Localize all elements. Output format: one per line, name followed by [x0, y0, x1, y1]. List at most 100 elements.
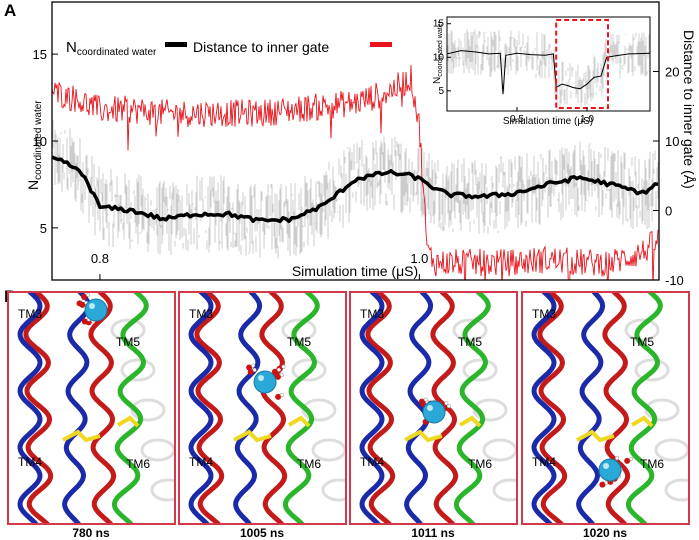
- ion-sphere: [422, 400, 446, 424]
- water-series-line: [52, 155, 659, 224]
- water-molecule: [275, 393, 282, 400]
- water-molecule: [274, 373, 281, 380]
- helix-label: TM5: [630, 335, 654, 349]
- y-left-tick-label: 5: [40, 221, 47, 236]
- gate-residues: [116, 415, 140, 428]
- water-molecule: [79, 301, 86, 308]
- helix-tm4b: [404, 292, 434, 524]
- water-molecule: [418, 398, 425, 405]
- helix-tm5: [259, 292, 288, 524]
- helix-tm4: [188, 292, 214, 524]
- inset-axes: 5 10 15 0.5 1.0: [433, 19, 595, 125]
- helix-label: TM5: [116, 335, 140, 349]
- ion-sphere: [598, 458, 622, 482]
- background-helix: [301, 398, 337, 422]
- helix-label: TM5: [458, 335, 482, 349]
- inset-x-title: Simulation time (μS): [503, 116, 593, 127]
- gate-residues: [576, 429, 615, 443]
- helix-tm6: [282, 292, 320, 524]
- water-hydrogen: [279, 372, 285, 377]
- ion-highlight: [603, 463, 609, 469]
- helix-label: TM6: [640, 457, 664, 471]
- gate-residues: [287, 415, 311, 428]
- legend: Ncoordinated water Distance to inner gat…: [66, 39, 392, 58]
- panel-a-letter: A: [4, 1, 16, 20]
- gate-residues: [62, 429, 101, 443]
- helix-tm4: [17, 292, 43, 524]
- snapshot-caption: 1020 ns: [583, 526, 627, 540]
- y-axis-left-title: Ncoordinated water: [25, 100, 44, 190]
- inset-y-tick-label: 10: [433, 52, 445, 63]
- helix-tm5: [88, 292, 117, 524]
- snapshot-frame: TM3 TM5 TM4 TM6 1011 ns: [349, 291, 518, 540]
- inset-frame: [446, 16, 651, 112]
- ion-highlight: [427, 405, 433, 411]
- helix-label: TM4: [18, 455, 42, 469]
- helix-tm4: [531, 292, 557, 524]
- helix-tm4b: [576, 292, 606, 524]
- y-right-tick-label: 10: [665, 134, 679, 149]
- snapshot-structure: [17, 292, 175, 524]
- background-helix: [462, 358, 498, 382]
- water-molecule: [271, 368, 278, 375]
- inset-y-tick-label: 15: [433, 19, 445, 30]
- water-hydrogen: [629, 456, 634, 461]
- snapshot-structure: [359, 292, 517, 524]
- water-hydrogen: [446, 404, 451, 409]
- water-hydrogen: [252, 367, 257, 373]
- helix-label: TM3: [189, 307, 213, 321]
- y-axis-right-title: Distance to inner gate (Å): [681, 30, 697, 189]
- water-molecule: [599, 481, 606, 488]
- snapshot-caption: 780 ns: [72, 526, 110, 540]
- water-hydrogen: [281, 364, 286, 369]
- water-molecule: [81, 293, 88, 300]
- legend-water-label: Ncoordinated water: [66, 39, 157, 58]
- helix-label: TM3: [532, 307, 556, 321]
- gate-residues: [630, 415, 654, 428]
- inset-x-tick-label: 1.0: [580, 114, 594, 125]
- background-helix: [472, 398, 508, 422]
- snapshot-frame: TM3 TM5 TM4 TM6 1005 ns: [178, 291, 347, 540]
- legend-distance-label: Distance to inner gate: [193, 39, 329, 55]
- water-hydrogen: [423, 397, 428, 402]
- water-molecule: [247, 368, 254, 375]
- inset-y-tick-label: 5: [438, 86, 444, 97]
- helix-label: TM4: [189, 455, 213, 469]
- water-molecule: [624, 457, 631, 464]
- gate-residues: [458, 415, 482, 428]
- background-helix: [130, 398, 166, 422]
- helix-label: TM5: [287, 335, 311, 349]
- snapshot-border: [178, 291, 347, 525]
- ion-sphere: [253, 370, 277, 394]
- water-hydrogen: [251, 363, 256, 368]
- helix-label: TM6: [126, 457, 150, 471]
- y-right-tick-label: 0: [665, 204, 672, 219]
- helix-tm6: [111, 292, 149, 524]
- helix-label: TM6: [297, 457, 321, 471]
- inset-x-tick-label: 0.5: [510, 114, 524, 125]
- legend-distance-swatch: [370, 42, 392, 47]
- background-helix: [150, 478, 175, 502]
- helix-tm6: [453, 292, 491, 524]
- background-helix: [634, 358, 670, 382]
- water-hydrogen: [86, 292, 91, 297]
- helix-tm3: [365, 292, 396, 524]
- inset-plot: 5 10 15 0.5 1.0 Simulation time (μS) Ncoordi…: [432, 16, 651, 127]
- distance-series-line: [52, 65, 659, 280]
- helix-label: TM3: [18, 307, 42, 321]
- inset-series-layer: [447, 19, 650, 109]
- snapshot-structure: [531, 292, 689, 524]
- y-left-tick-label: 10: [33, 134, 47, 149]
- x-axis-title: Simulation time (μS): [292, 263, 418, 279]
- helix-label: TM4: [360, 455, 384, 469]
- main-series-layer: [52, 65, 659, 280]
- y-left-tick-label: 15: [33, 47, 47, 62]
- helix-tm3: [194, 292, 225, 524]
- background-helix: [321, 478, 346, 502]
- background-helix: [492, 478, 517, 502]
- helix-tm4: [359, 292, 385, 524]
- helix-tm5: [602, 292, 631, 524]
- gate-residues: [404, 429, 443, 443]
